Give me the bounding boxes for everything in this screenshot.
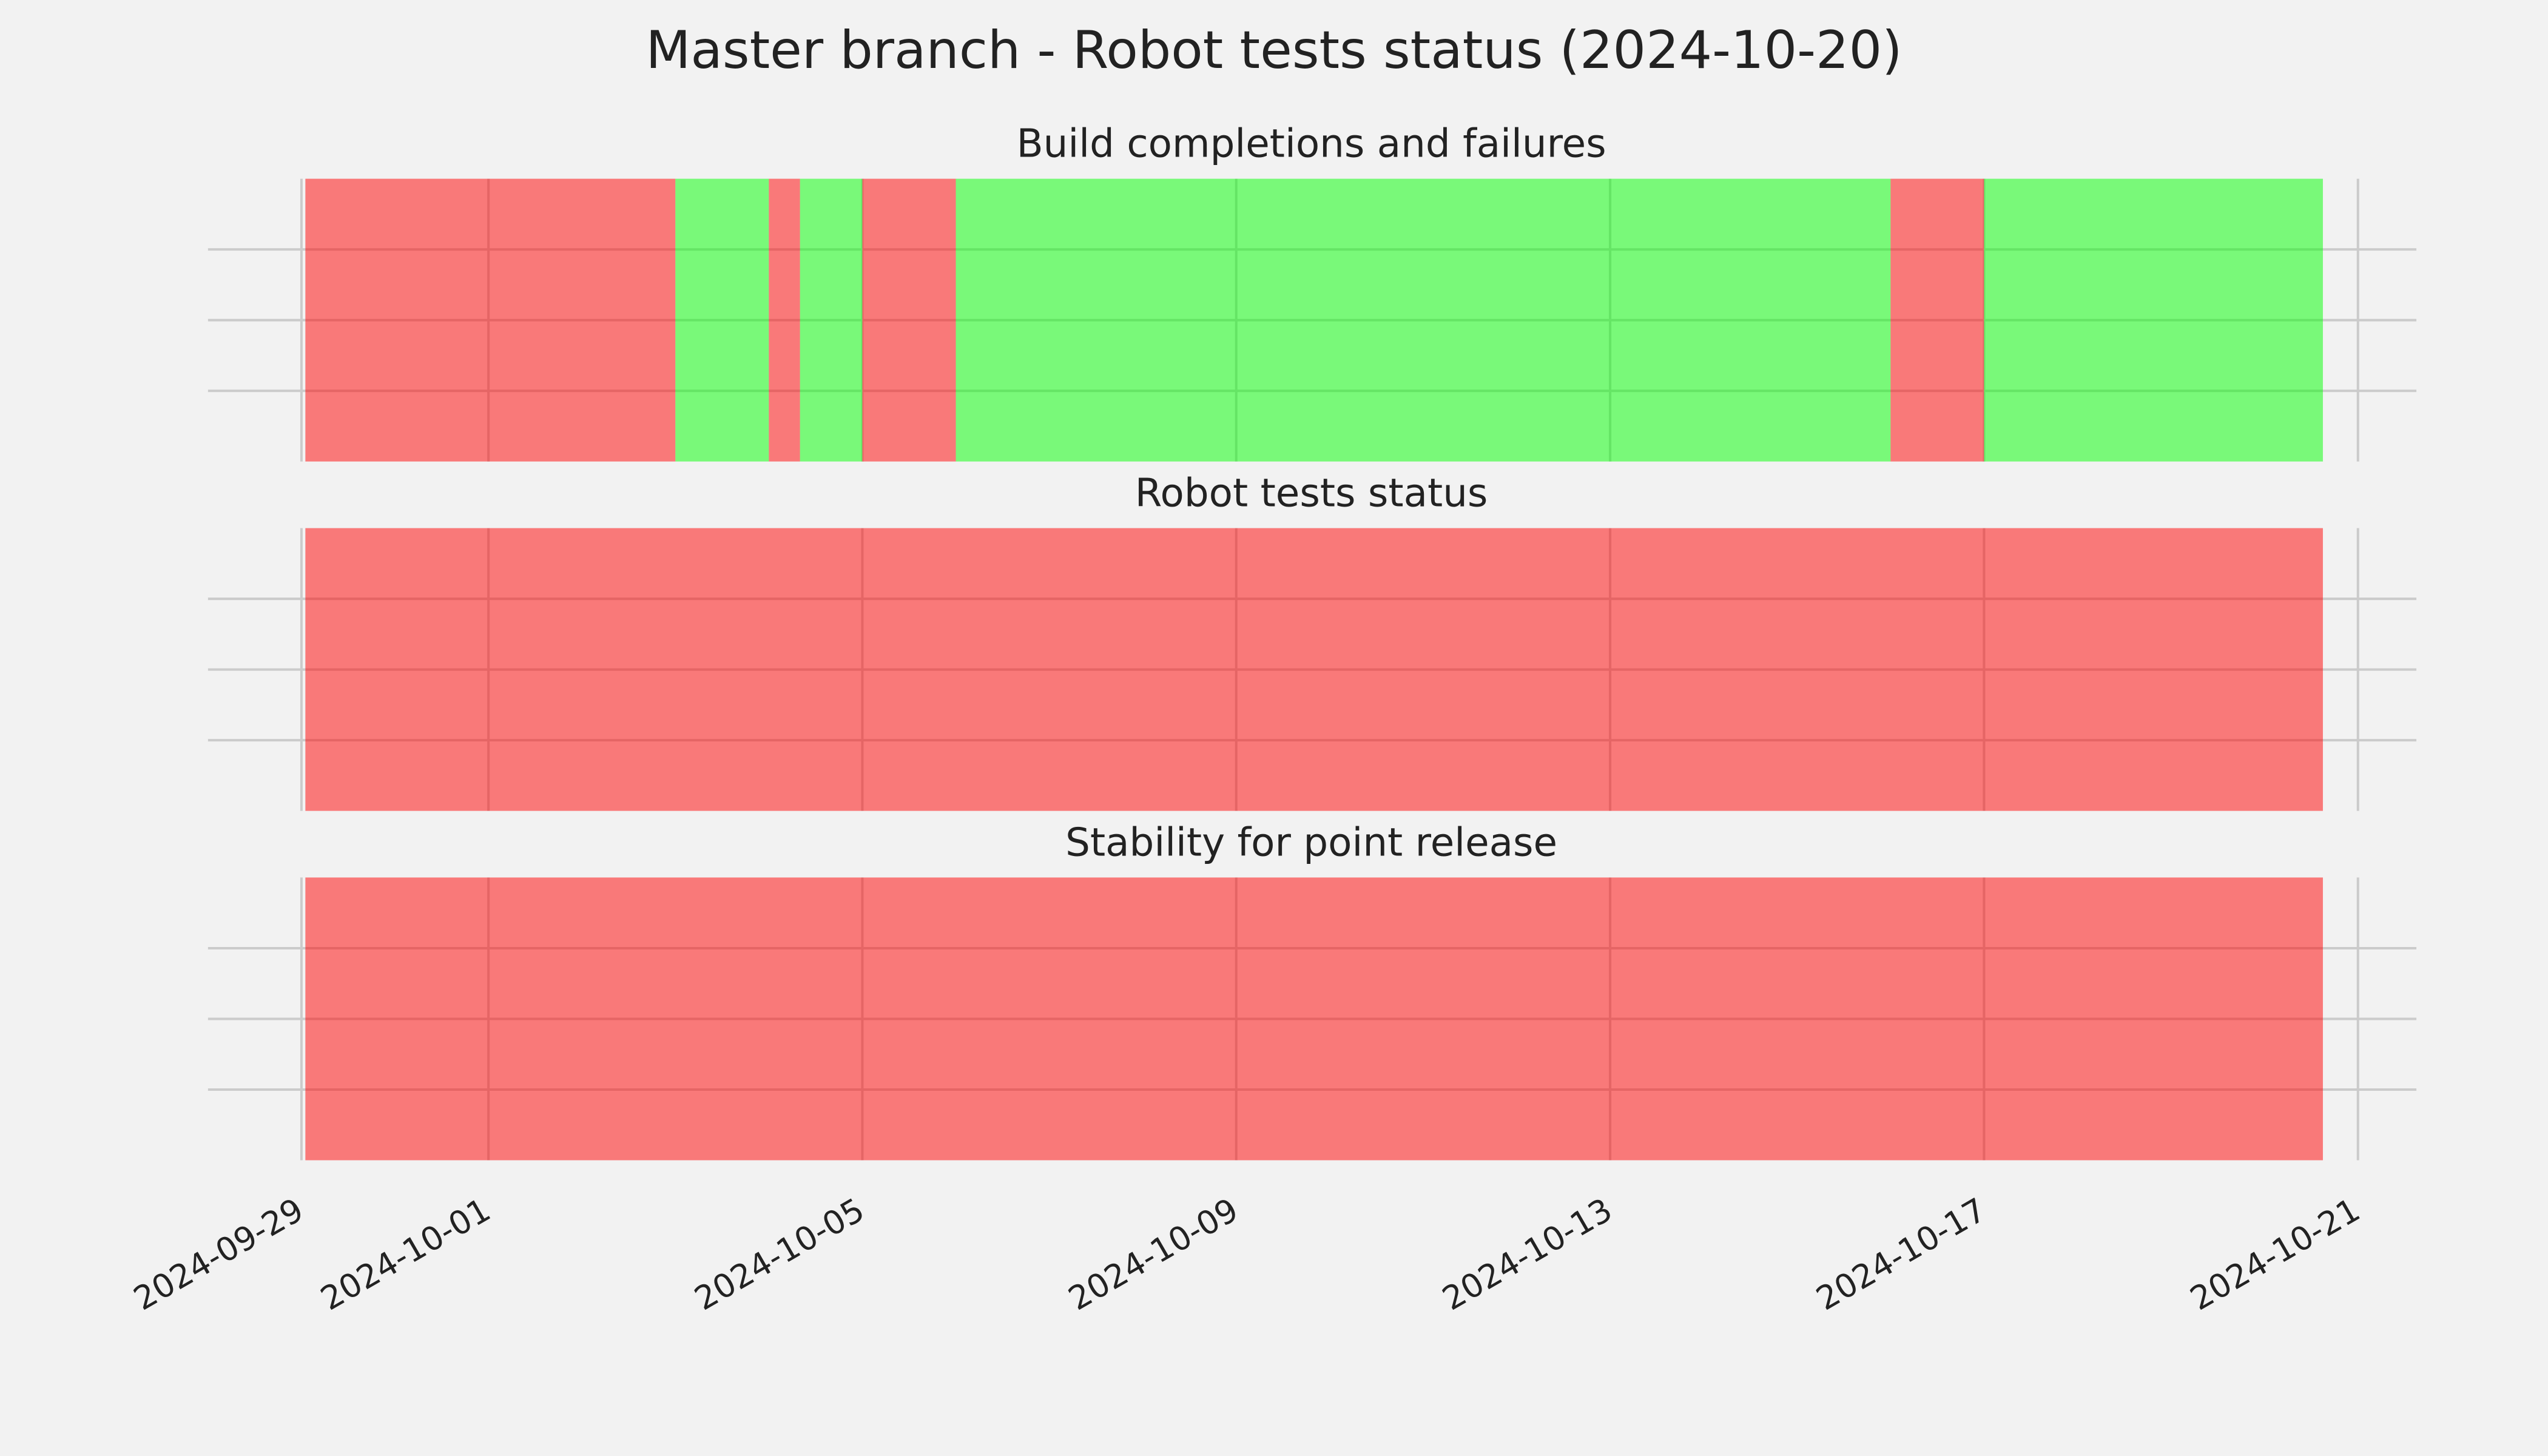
- status-span: [956, 178, 1891, 462]
- status-span: [769, 178, 800, 462]
- status-span: [675, 178, 769, 462]
- panel-title: Build completions and failures: [1017, 121, 1606, 167]
- panel-title: Robot tests status: [1135, 471, 1488, 516]
- status-span: [862, 178, 956, 462]
- status-span: [800, 178, 863, 462]
- status-span: [1984, 178, 2323, 462]
- panel-title: Stability for point release: [1065, 820, 1557, 865]
- status-span: [1890, 178, 1984, 462]
- status-span: [305, 528, 2323, 811]
- status-span: [305, 877, 2323, 1161]
- chart-title: Master branch - Robot tests status (2024…: [645, 20, 1902, 81]
- status-span: [305, 178, 676, 462]
